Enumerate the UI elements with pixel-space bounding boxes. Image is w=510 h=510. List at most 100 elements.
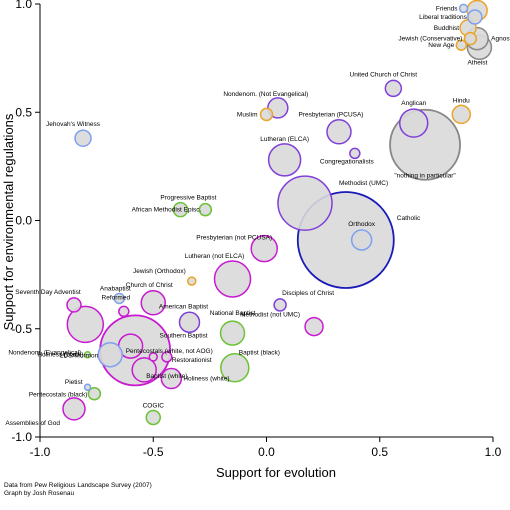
label-agnostic: Agnostic: [491, 36, 510, 43]
point-national-baptist: [219, 320, 246, 346]
point-jehovah-s-witness: [74, 129, 92, 147]
point-assemblies-of-god: [62, 397, 86, 421]
point-new-age: [455, 39, 468, 51]
label-holiness-white: Holiness (white): [183, 376, 229, 383]
point-progressive-baptist: [172, 201, 189, 218]
label-presbyterian-not-pcusa: Presbyterian (not PCUSA): [196, 235, 272, 242]
point-methodist-umc: [277, 175, 333, 231]
point-pentecostals-white-not-aog: [148, 352, 158, 362]
label-atheist: Atheist: [467, 59, 487, 66]
y-tick-label: -0.5: [11, 322, 32, 336]
point-jewish-orthodox: [187, 276, 197, 286]
point-orthodox: [350, 229, 373, 251]
label-national-baptist: National Baptist: [210, 310, 256, 317]
label-restorationist: Restorationist: [172, 357, 212, 364]
label-assemblies-of-god: Assemblies of God: [5, 420, 60, 427]
point-methodist-not-umc: [304, 316, 324, 337]
label-nothing-in-particular: "nothing in particular": [394, 173, 456, 180]
label-pietist: Pietist: [65, 379, 83, 386]
label-holiness-black: Holiness (black): [37, 352, 83, 359]
label-anglican: Anglican: [401, 100, 426, 107]
point-presbyterian-not-pcusa: [250, 234, 278, 263]
label-jehovah-s-witness: Jehovah's Witness: [46, 121, 101, 128]
point-reformed: [118, 305, 130, 318]
label-southern-baptist: Southern Baptist: [160, 332, 208, 339]
x-tick-label: 1.0: [485, 445, 502, 459]
point-presbyterian-pcusa: [326, 118, 352, 145]
label-church-of-christ: Church of Christ: [126, 282, 173, 289]
axes: -1.0 -0.5 0.0 0.5 1.0 1.0 0.5 0.0 -0.5 -1.0: [11, 0, 501, 459]
credit-author: Graph by Josh Rosenau: [4, 490, 75, 497]
point-restorationist: [161, 351, 173, 363]
point-american-baptist: [178, 311, 201, 334]
point-anabaptist: [113, 292, 126, 305]
label-liberal-traditions: Liberal traditions: [419, 14, 467, 21]
label-catholic: Catholic: [397, 215, 421, 222]
point-hindu: [451, 104, 472, 125]
label-reformed: Reformed: [102, 294, 131, 301]
point-baptist-black: [220, 352, 250, 383]
point-baptist-white: [131, 357, 157, 383]
y-axis-title: Support for environmental regulations: [1, 113, 16, 330]
label-jewish-conservative: Jewish (Conservative): [398, 36, 462, 43]
label-new-age: New Age: [428, 42, 454, 49]
point-disciples-of-christ: [273, 298, 287, 312]
y-tick-label: 0.0: [15, 214, 32, 228]
label-pentecostals-black: Pentecostals (black): [29, 392, 88, 399]
point-muslim: [259, 107, 274, 122]
label-pentecostals-white-not-aog: Pentecostals (white, not AOG): [126, 348, 213, 355]
point-lutheran-elca: [267, 143, 302, 177]
point-holiness-white: [160, 367, 183, 390]
label-methodist-not-umc: Methodist (not UMC): [240, 312, 300, 319]
x-axis-title: Support for evolution: [216, 465, 336, 480]
point-lutheran-not-elca: [213, 260, 252, 298]
y-tick-label: -1.0: [11, 430, 32, 444]
label-methodist-umc: Methodist (UMC): [339, 180, 388, 187]
point-pietist: [83, 383, 92, 391]
point-friends: [458, 3, 469, 14]
label-baptist-black: Baptist (black): [239, 350, 280, 357]
point-holiness-black: [83, 350, 92, 359]
label-american-baptist: American Baptist: [159, 303, 208, 310]
credit-source: Data from Pew Religious Landscape Survey…: [4, 482, 152, 489]
label-nondenom-evangelical: Nondenom. (Evangelical): [8, 349, 81, 356]
point-jewish-conservative: [463, 31, 478, 46]
label-anabaptist: Anabaptist: [100, 285, 131, 292]
x-tick-label: 0.0: [258, 445, 275, 459]
label-orthodox: Orthodox: [348, 221, 375, 228]
y-tick-label: 1.0: [15, 0, 32, 11]
point-congregationalists: [349, 147, 361, 160]
label-african-methodist-episc: African Methodist Episc.: [132, 207, 202, 214]
point-church-of-christ: [140, 290, 166, 316]
label-disciples-of-christ: Disciples of Christ: [282, 290, 334, 297]
label-lds-mormon: LDS/Mormon: [60, 353, 99, 360]
x-tick-label: 0.5: [371, 445, 388, 459]
label-muslim: Muslim: [237, 111, 258, 118]
label-seventh-day-adventist: Seventh Day Adventist: [15, 289, 81, 296]
label-nondenom-not-evangelical: Nondenom. (Not Evangelical): [223, 91, 308, 98]
point-anglican: [398, 108, 429, 138]
label-progressive-baptist: Progressive Baptist: [160, 195, 216, 202]
point-african-methodist-episc: [198, 202, 213, 217]
point-liberal-traditions: [467, 9, 483, 25]
x-tick-label: -1.0: [30, 445, 51, 459]
point-pentecostals-black: [87, 386, 102, 401]
point-united-church-of-christ: [384, 79, 403, 98]
label-hindu: Hindu: [453, 97, 470, 104]
label-lutheran-elca: Lutheran (ELCA): [260, 136, 309, 143]
point-cogic: [145, 409, 161, 426]
point-seventh-day-adventist: [66, 297, 82, 313]
points-layer: [62, 0, 493, 426]
label-jewish-orthodox: Jewish (Orthodox): [133, 268, 186, 275]
label-friends: Friends: [436, 5, 458, 12]
point-lds-mormon: [97, 341, 123, 368]
label-lutheran-not-elca: Lutheran (not ELCA): [185, 253, 245, 260]
point-nondenom-evangelical: [66, 305, 105, 344]
label-baptist-white: Baptist (white): [146, 373, 187, 380]
label-presbyterian-pcusa: Presbyterian (PCUSA): [298, 112, 363, 119]
x-tick-label: -0.5: [143, 445, 164, 459]
label-buddhist: Buddhist: [434, 25, 459, 32]
